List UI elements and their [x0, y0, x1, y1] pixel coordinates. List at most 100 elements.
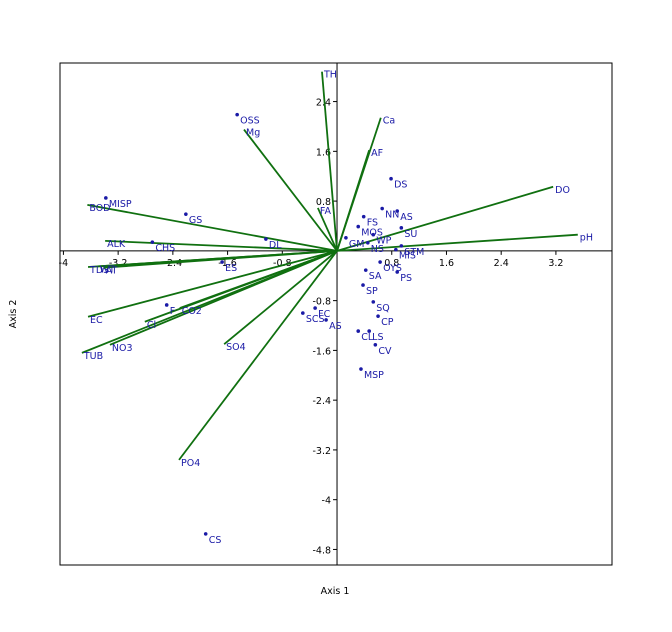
vector: [103, 249, 338, 269]
vector-label: Mg: [246, 128, 260, 139]
point: [395, 209, 400, 213]
point-label: LS: [372, 332, 383, 343]
vector: [179, 250, 338, 309]
point: [371, 300, 376, 304]
point-label: WP: [376, 236, 391, 247]
point: [104, 196, 108, 200]
point-label: FS: [367, 218, 378, 229]
point-label: SU: [404, 229, 417, 240]
point-label: OYS: [383, 263, 402, 274]
vector-label: TH: [323, 70, 337, 81]
point: [301, 311, 305, 315]
point-label: GM: [349, 239, 365, 250]
x-tick-label: -1.6: [218, 258, 237, 269]
vector-label: Ca: [383, 116, 395, 127]
x-tick-label: 2.4: [494, 258, 509, 269]
point: [367, 329, 371, 333]
point: [356, 329, 361, 333]
point-label: DS: [394, 180, 407, 191]
x-tick-label: 3.2: [548, 258, 563, 269]
vector-label: TDS: [89, 265, 109, 276]
point: [394, 247, 398, 252]
point-label: ES: [225, 263, 237, 274]
y-tick-label: -3.2: [312, 446, 331, 457]
point: [344, 235, 348, 240]
point: [220, 260, 224, 264]
x-tick-label: 1.6: [439, 258, 454, 269]
point: [184, 212, 188, 216]
y-tick-label: -1.6: [312, 346, 331, 357]
point-label: SCS: [306, 314, 325, 325]
y-tick-label: 0.8: [316, 197, 331, 208]
vector-label: WT: [100, 264, 115, 275]
vector-label: TUB: [83, 351, 103, 362]
point-label: NN: [385, 210, 399, 221]
point: [380, 206, 384, 211]
point-label: AS: [329, 321, 342, 332]
y-tick-label: -2.4: [312, 396, 331, 407]
point: [264, 237, 268, 241]
point-label: SQ: [376, 303, 390, 314]
vector: [109, 250, 338, 346]
point: [150, 240, 155, 244]
point: [324, 318, 328, 322]
point: [389, 176, 393, 181]
point-label: GS: [189, 215, 202, 226]
y-axis-title: Axis 2: [8, 300, 19, 329]
point: [366, 240, 370, 245]
vector: [336, 233, 578, 252]
point: [203, 532, 208, 536]
point: [399, 244, 404, 248]
vector-label: DO: [555, 185, 570, 196]
point-label: CL: [361, 332, 374, 343]
point: [376, 314, 380, 318]
vector: [336, 185, 554, 252]
vector: [87, 203, 338, 252]
point-label: FC: [318, 309, 330, 320]
point: [361, 214, 366, 219]
y-tick-label: -4: [322, 496, 331, 507]
x-tick-label: 0.8: [384, 258, 399, 269]
point: [378, 260, 382, 264]
point: [359, 367, 363, 371]
point-label: STM: [404, 247, 424, 258]
vector-label: FA: [320, 206, 332, 217]
plot-frame: [59, 62, 613, 566]
vector-label: Cl: [147, 320, 156, 331]
point: [361, 283, 365, 287]
vector: [317, 207, 338, 252]
vector-label: EC: [90, 315, 103, 326]
x-tick-label: -0.8: [273, 258, 292, 269]
vector-label: pH: [580, 233, 593, 244]
point-label: PS: [400, 273, 412, 284]
vector-label: AF: [371, 148, 383, 159]
point-label: MSP: [364, 370, 384, 381]
vector: [178, 250, 338, 461]
point-label: AS: [400, 212, 413, 223]
vector-label: CO2: [182, 306, 202, 317]
point-label: OSS: [240, 116, 260, 127]
point-label: NS: [371, 244, 384, 255]
point: [235, 112, 239, 117]
x-axis-title: Axis 1: [321, 586, 350, 597]
vector: [243, 129, 338, 252]
point-label: SA: [369, 271, 382, 282]
point: [313, 306, 317, 310]
vector: [336, 149, 371, 252]
vector: [87, 249, 338, 318]
point-label: MOS: [361, 228, 383, 239]
point: [356, 224, 361, 229]
x-tick-label: -3.2: [109, 258, 128, 269]
point: [371, 232, 376, 237]
point-label: CV: [378, 346, 392, 357]
point: [399, 226, 404, 230]
y-tick-label: 2.4: [316, 98, 331, 109]
vector-label: PO4: [181, 458, 200, 469]
point: [373, 342, 378, 347]
point-label: CS: [209, 535, 222, 546]
vector: [223, 250, 338, 345]
y-tick-label: -4.8: [312, 545, 331, 556]
point: [363, 268, 368, 272]
y-tick-label: -0.8: [312, 297, 331, 308]
